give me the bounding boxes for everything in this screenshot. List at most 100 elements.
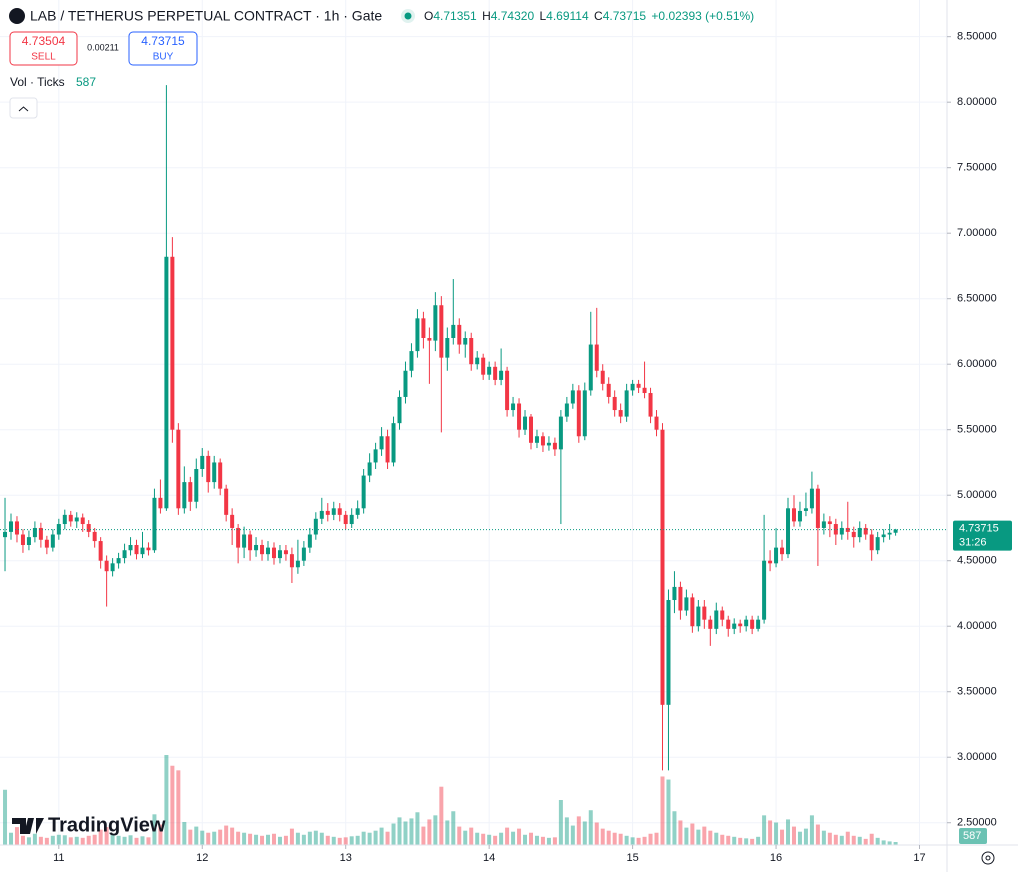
candle-body: [307, 534, 312, 548]
volume-bar: [230, 827, 235, 845]
volume-bar: [672, 811, 677, 845]
candle-body: [32, 527, 37, 538]
legend-value: 4.73715: [603, 9, 647, 23]
candle-body: [839, 527, 844, 535]
sell-price[interactable]: 4.73504: [22, 34, 66, 48]
candle-body: [797, 510, 802, 522]
volume-bar: [170, 765, 175, 845]
volume-bar: [684, 827, 689, 845]
candle-body: [780, 547, 785, 555]
volume-bar: [242, 832, 247, 845]
volume-bar: [224, 825, 229, 845]
candle-body: [791, 508, 796, 522]
volume-bar: [791, 826, 796, 845]
candle-body: [690, 597, 695, 627]
volume-bar: [445, 820, 450, 845]
volume-bar: [857, 836, 862, 845]
candle-body: [851, 531, 856, 538]
candle-body: [56, 524, 61, 535]
candle-body: [236, 527, 241, 548]
y-tick-label: 5.50000: [957, 424, 997, 436]
candle-body: [803, 508, 808, 511]
candle-body: [242, 534, 247, 548]
collapse-box[interactable]: [9, 97, 38, 119]
candle-body: [200, 455, 205, 470]
sell-button[interactable]: 4.73504 SELL: [9, 31, 78, 66]
candle-body: [176, 429, 181, 509]
volume-bar: [32, 833, 37, 845]
candle-body: [319, 510, 324, 519]
volume-bar: [373, 830, 378, 845]
candle-body: [146, 547, 151, 551]
candle-body: [343, 514, 348, 525]
volume-bar: [666, 779, 671, 845]
candle-body: [80, 517, 85, 525]
candle-body: [271, 547, 276, 559]
y-tick-label: 2.50000: [957, 817, 997, 829]
candle-body: [546, 442, 551, 446]
candle-body: [552, 442, 557, 450]
buy-button[interactable]: 4.73715 BUY: [128, 31, 198, 66]
settings-button[interactable]: [981, 851, 995, 865]
volume-bar: [409, 818, 414, 845]
volume-bar: [833, 834, 838, 845]
candle-body: [20, 534, 25, 545]
volume-bar: [726, 835, 731, 845]
candle-body: [762, 560, 767, 620]
candle-body: [451, 324, 456, 338]
candle-body: [433, 305, 438, 341]
volume-bar: [839, 835, 844, 845]
candle-body: [750, 619, 755, 629]
volume-bar: [594, 822, 599, 845]
candle-body: [361, 475, 366, 509]
chevron-icon[interactable]: [18, 106, 29, 112]
candle-body: [38, 527, 43, 540]
candle-body: [260, 544, 265, 555]
candle-body: [134, 544, 139, 555]
volume-bar: [367, 832, 372, 845]
volume-bar: [182, 821, 187, 845]
buy-box[interactable]: [128, 31, 198, 66]
candle-body: [415, 318, 420, 352]
y-tick-label: 7.00000: [957, 227, 997, 239]
volume-bar: [797, 831, 802, 845]
candle-body: [74, 517, 79, 522]
candle-body: [182, 482, 187, 509]
settings-icon[interactable]: [981, 851, 995, 865]
buy-label[interactable]: BUY: [153, 52, 174, 63]
candle-body: [821, 521, 826, 528]
volume-bar: [540, 836, 545, 845]
candle-body: [576, 390, 581, 437]
volume-bar: [349, 836, 354, 845]
candle-body: [367, 462, 372, 476]
candle-body: [594, 344, 599, 371]
candle-body: [439, 305, 444, 358]
sell-box[interactable]: [9, 31, 78, 66]
candle-body: [409, 351, 414, 371]
settings-icon-center[interactable]: [985, 855, 991, 861]
candle-body: [122, 550, 127, 559]
volume-bar: [451, 811, 456, 845]
volume-bar: [570, 825, 575, 845]
x-tick-label: 16: [770, 852, 782, 864]
sell-label[interactable]: SELL: [31, 52, 56, 63]
volume-bar: [277, 836, 282, 845]
volume-bar: [361, 831, 366, 845]
axes: 2.50000 3.00000 3.50000 4.00000 4.50000 5.000…: [53, 31, 1012, 864]
candle-body: [475, 357, 480, 365]
volume-bar: [732, 836, 737, 845]
candle-body: [606, 383, 611, 397]
collapse-button[interactable]: [9, 97, 38, 119]
volume-bar: [206, 832, 211, 845]
volume-bar: [690, 823, 695, 845]
volume-bar: [481, 833, 486, 845]
volume-bar: [660, 776, 665, 845]
candle-body: [289, 554, 294, 568]
buy-price[interactable]: 4.73715: [141, 34, 185, 48]
volume-label: Vol · Ticks: [10, 75, 65, 89]
candle-body: [845, 527, 850, 532]
volume-bar: [893, 841, 898, 845]
candle-body: [564, 403, 569, 417]
volume-bar: [415, 812, 420, 845]
